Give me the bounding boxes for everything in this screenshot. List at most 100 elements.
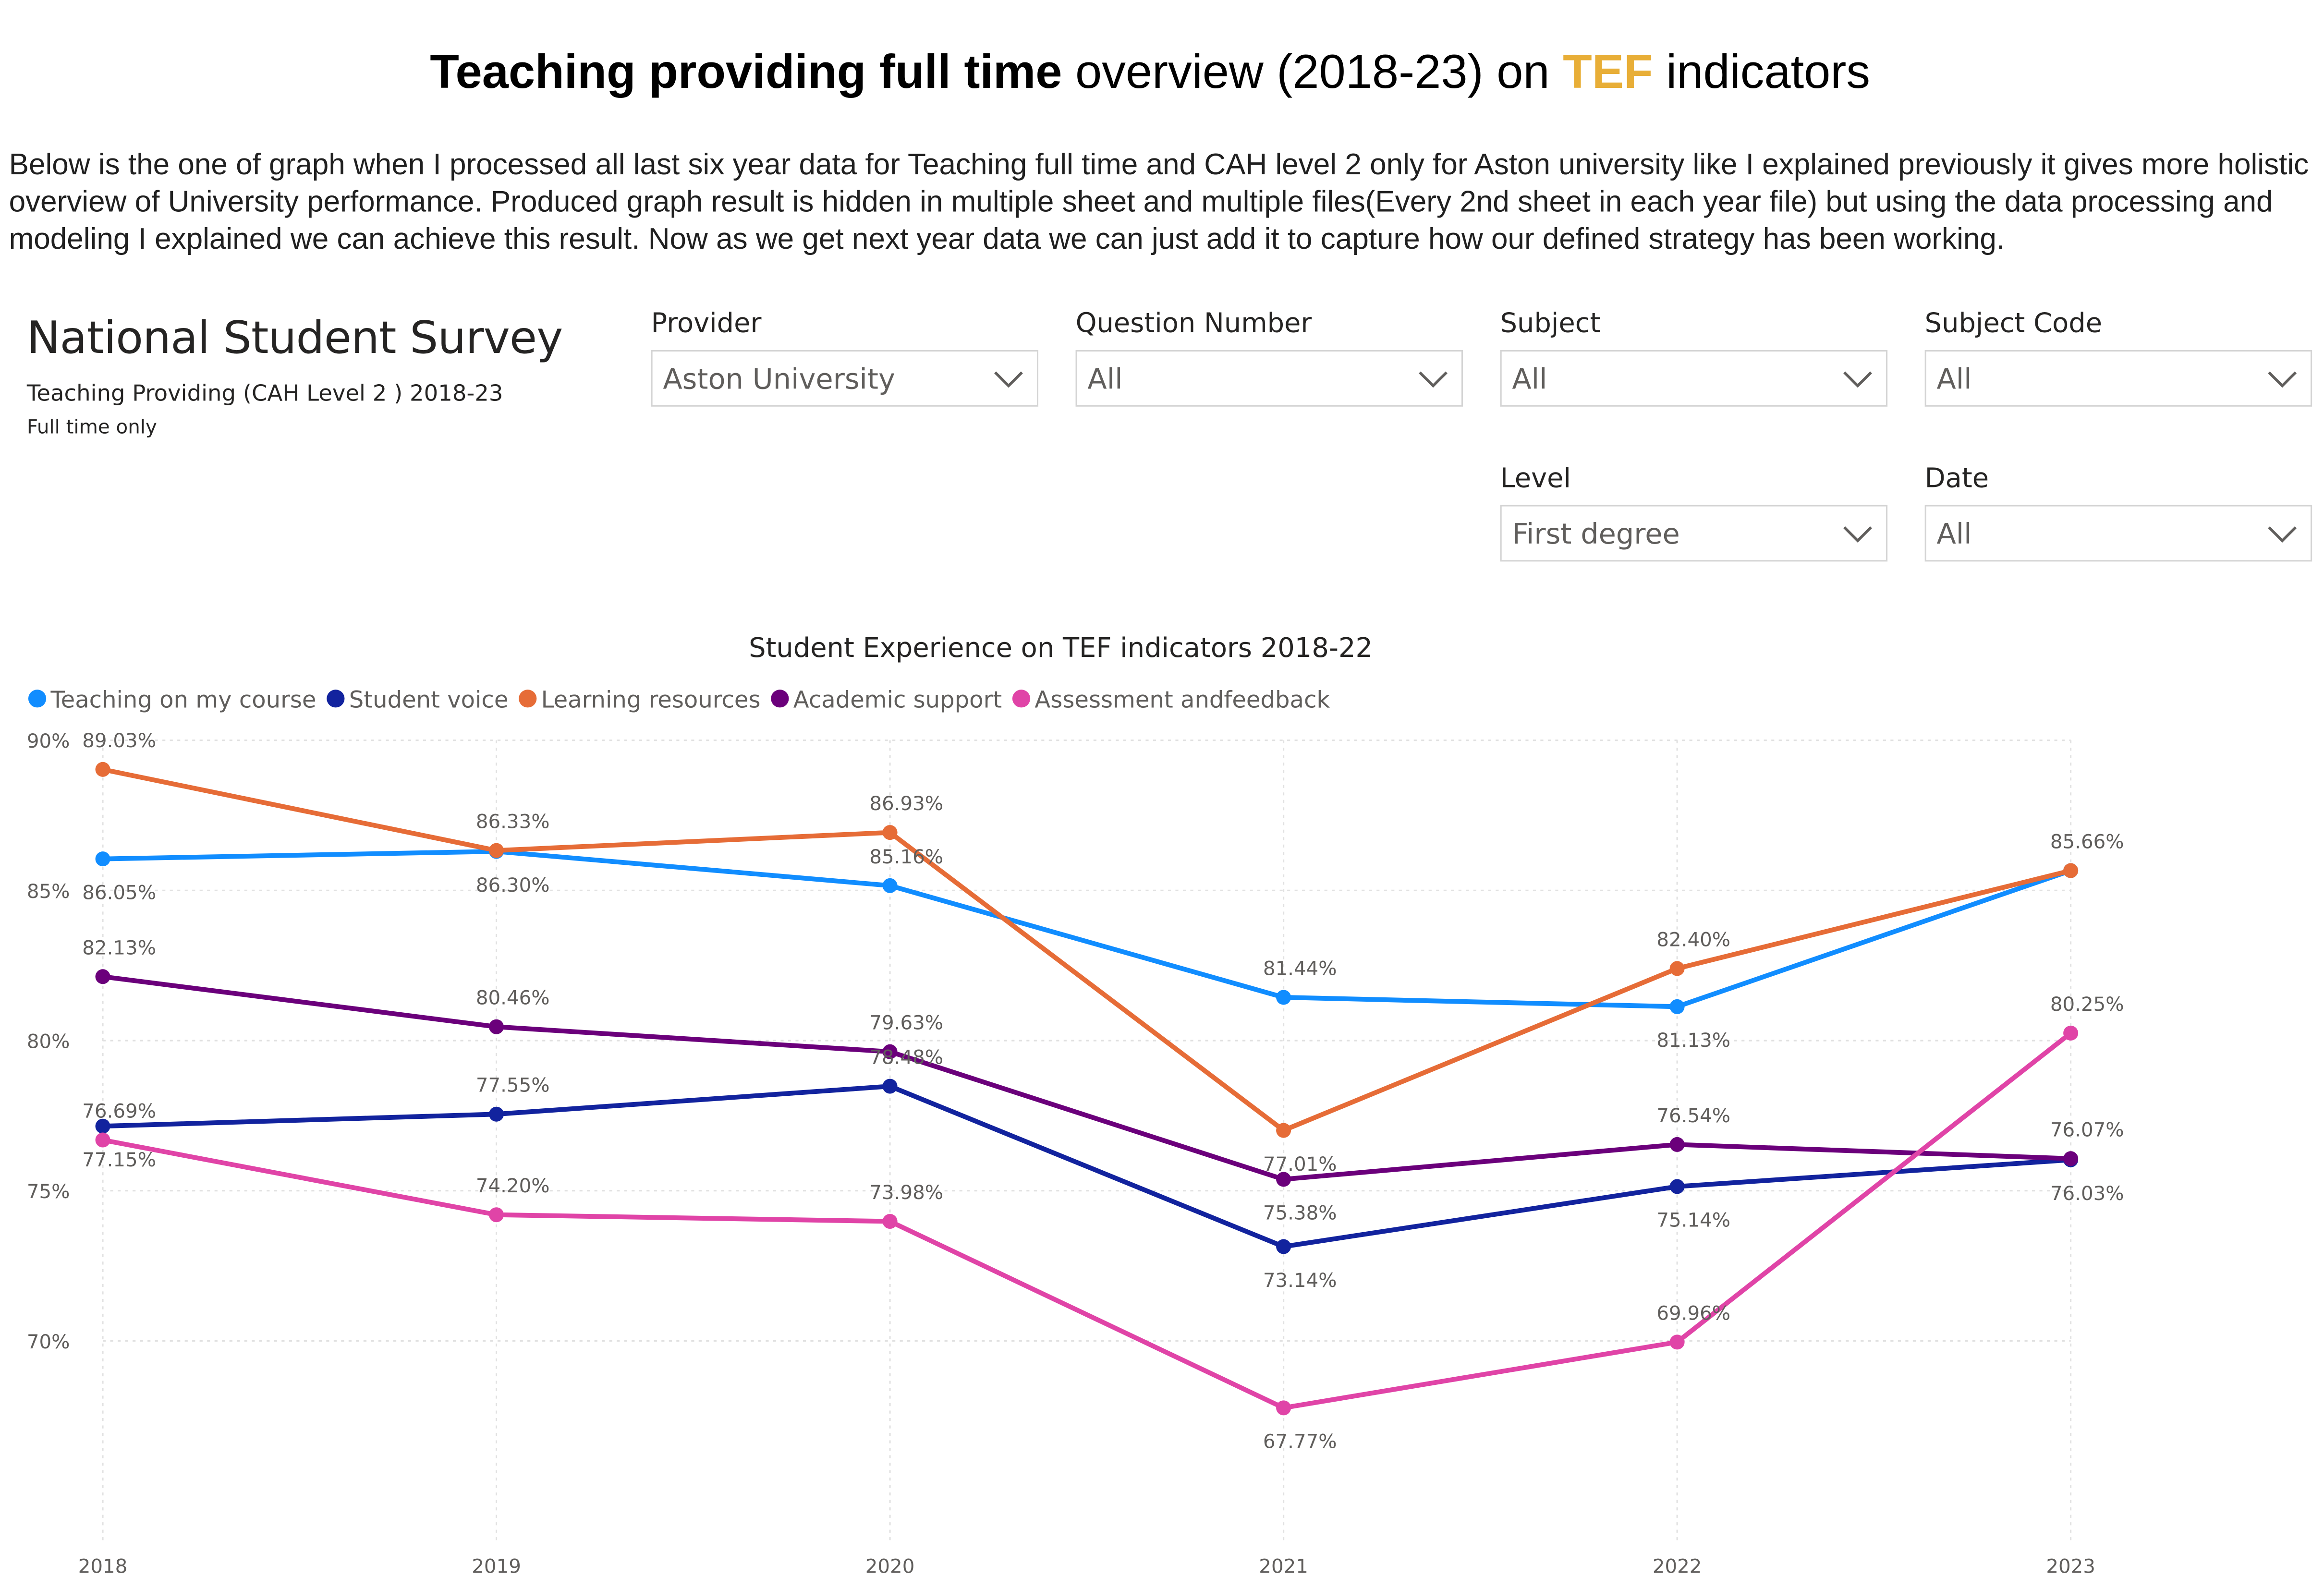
data-point[interactable] <box>1669 999 1685 1014</box>
provider-label: Provider <box>651 308 762 340</box>
legend-label-2[interactable]: Learning resources <box>541 686 761 713</box>
report-title: National Student Survey <box>26 313 563 365</box>
data-label: 85.66% <box>2050 831 2124 853</box>
data-point[interactable] <box>489 1207 504 1223</box>
legend-marker-2[interactable] <box>519 690 537 708</box>
chevron-down-icon[interactable] <box>2266 365 2299 392</box>
data-point[interactable] <box>1276 1400 1291 1416</box>
data-point[interactable] <box>95 762 110 777</box>
subject-dropdown[interactable]: All <box>1500 350 1888 407</box>
subject-slicer: Subject All <box>1500 308 1888 407</box>
x-tick-label: 2020 <box>865 1555 915 1578</box>
data-point[interactable] <box>1669 1137 1685 1152</box>
x-tick-label: 2018 <box>78 1555 128 1578</box>
data-point[interactable] <box>882 1213 898 1229</box>
data-point[interactable] <box>489 1106 504 1122</box>
intro-paragraph: Below is the one of graph when I process… <box>9 149 2309 256</box>
data-point[interactable] <box>882 1079 898 1094</box>
data-point[interactable] <box>2063 863 2079 878</box>
title-mid: overview (2018-23) on <box>1062 45 1563 98</box>
data-point[interactable] <box>882 1044 898 1059</box>
data-point[interactable] <box>882 825 898 840</box>
subject-code-slicer: Subject Code All <box>1924 308 2312 407</box>
data-label: 76.54% <box>1656 1104 1730 1127</box>
data-label: 85.16% <box>869 846 943 868</box>
legend-label-1[interactable]: Student voice <box>349 686 509 713</box>
data-point[interactable] <box>1669 1179 1685 1194</box>
data-point[interactable] <box>489 1019 504 1034</box>
data-label: 77.15% <box>82 1149 156 1171</box>
provider-value: Aston University <box>663 363 895 397</box>
data-label: 78.48% <box>869 1046 943 1069</box>
y-tick-label: 85% <box>27 880 70 903</box>
data-label: 75.38% <box>1263 1202 1337 1224</box>
legend-marker-1[interactable] <box>327 690 345 708</box>
data-point[interactable] <box>1669 1334 1685 1350</box>
y-tick-label: 75% <box>27 1180 70 1203</box>
y-tick-label: 70% <box>27 1331 70 1353</box>
chevron-down-icon[interactable] <box>1841 520 1874 547</box>
data-label: 69.96% <box>1656 1302 1730 1324</box>
data-point[interactable] <box>95 969 110 984</box>
date-value: All <box>1936 518 1972 551</box>
x-tick-label: 2023 <box>2046 1555 2095 1578</box>
data-label: 82.40% <box>1656 928 1730 951</box>
legend-marker-4[interactable] <box>1012 690 1031 708</box>
page-title: Teaching providing full time overview (2… <box>0 42 2300 101</box>
question-number-dropdown[interactable]: All <box>1075 350 1463 407</box>
data-point[interactable] <box>2063 1025 2079 1041</box>
legend-label-3[interactable]: Academic support <box>793 686 1002 713</box>
title-end: indicators <box>1653 45 1871 98</box>
data-point[interactable] <box>1669 961 1685 976</box>
subject-code-dropdown[interactable]: All <box>1924 350 2312 407</box>
data-label: 80.25% <box>2050 993 2124 1016</box>
data-label: 77.01% <box>1263 1153 1337 1176</box>
legend-label-0[interactable]: Teaching on my course <box>50 686 316 713</box>
level-value: First degree <box>1512 518 1680 551</box>
chart-grid <box>102 739 2072 1545</box>
provider-dropdown[interactable]: Aston University <box>651 350 1039 407</box>
series-line-2[interactable] <box>102 767 2071 1133</box>
title-accent: TEF <box>1563 45 1653 98</box>
chart-series <box>95 762 2079 1416</box>
data-label: 74.20% <box>476 1175 550 1197</box>
provider-slicer: Provider Aston University <box>651 308 1039 407</box>
data-label: 76.03% <box>2050 1182 2124 1205</box>
subject-code-value: All <box>1936 363 1972 397</box>
data-point[interactable] <box>1276 1172 1291 1187</box>
data-point[interactable] <box>95 851 110 867</box>
data-label: 86.30% <box>476 874 550 897</box>
data-label: 86.05% <box>82 881 156 904</box>
data-label: 75.14% <box>1656 1209 1730 1232</box>
series-line-0[interactable] <box>102 849 2072 1009</box>
chevron-down-icon[interactable] <box>1841 365 1874 392</box>
data-point[interactable] <box>489 843 504 858</box>
chevron-down-icon[interactable] <box>992 365 1025 392</box>
data-point[interactable] <box>882 878 898 893</box>
legend-marker-0[interactable] <box>28 690 47 708</box>
report-subtitle: Teaching Providing (CAH Level 2 ) 2018-2… <box>26 379 503 407</box>
legend-label-4[interactable]: Assessment andfeedback <box>1034 686 1330 713</box>
chevron-down-icon[interactable] <box>1417 365 1449 392</box>
title-bold: Teaching providing full time <box>430 45 1062 98</box>
data-point[interactable] <box>1276 990 1291 1005</box>
date-dropdown[interactable]: All <box>1924 505 2312 562</box>
series-line-3[interactable] <box>102 974 2071 1182</box>
chevron-down-icon[interactable] <box>2266 520 2299 547</box>
data-point[interactable] <box>1276 1239 1291 1254</box>
level-dropdown[interactable]: First degree <box>1500 505 1888 562</box>
data-point[interactable] <box>2063 1151 2079 1166</box>
data-point[interactable] <box>95 1118 110 1134</box>
chart-legend: Teaching on my course Student voice Learni… <box>28 686 1330 713</box>
data-point[interactable] <box>95 1132 110 1148</box>
subject-value: All <box>1512 363 1547 397</box>
level-label: Level <box>1500 463 1571 495</box>
y-tick-label: 90% <box>27 730 70 752</box>
legend-marker-3[interactable] <box>771 690 789 708</box>
question-number-value: All <box>1087 363 1123 397</box>
x-axis: 2018 2019 2020 2021 2022 2023 <box>78 1555 2095 1578</box>
series-line-1[interactable] <box>102 1084 2071 1249</box>
data-label: 76.07% <box>2050 1118 2124 1141</box>
data-point[interactable] <box>1276 1123 1291 1138</box>
series-line-4[interactable] <box>102 1031 2072 1410</box>
